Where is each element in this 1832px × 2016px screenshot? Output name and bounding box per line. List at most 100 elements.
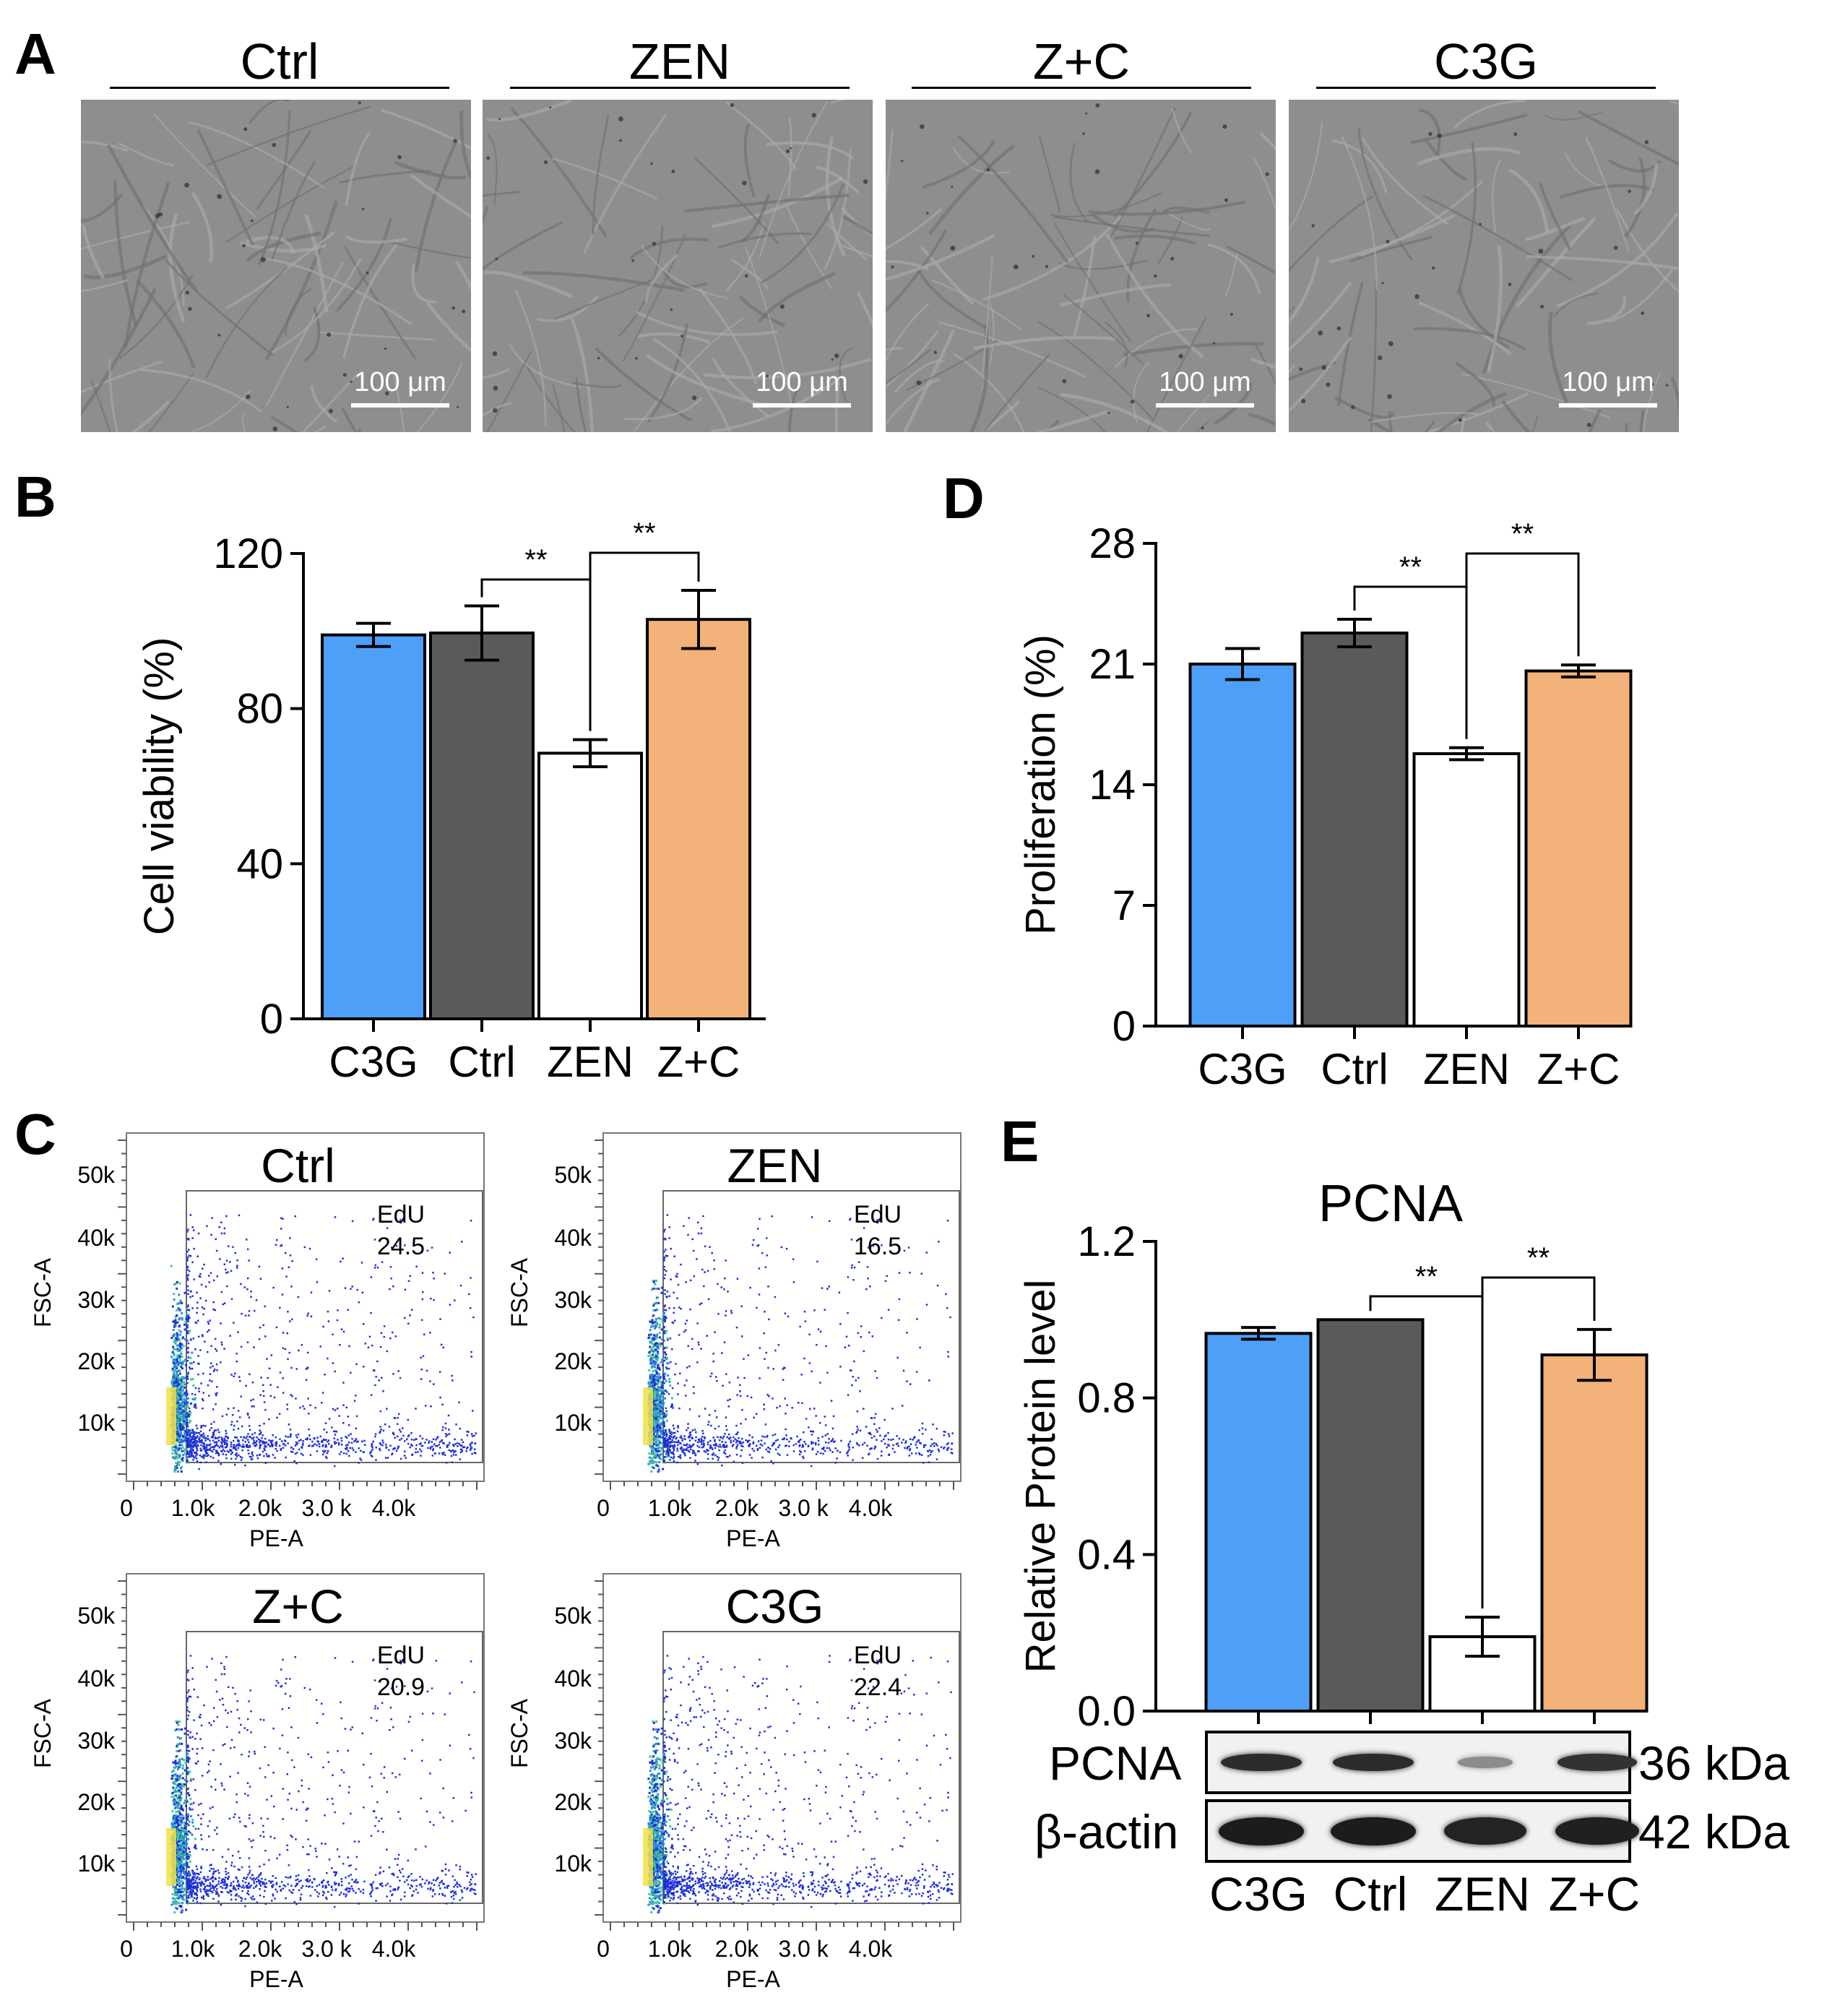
scatter-point	[931, 1443, 933, 1445]
scatter-point	[409, 1275, 412, 1278]
scatter-point	[867, 1278, 869, 1280]
scatter-point	[714, 1447, 717, 1449]
scatter-point	[717, 1436, 719, 1439]
scatter-point	[202, 1454, 204, 1457]
scatter-point	[839, 1322, 842, 1325]
scatter-point	[264, 1335, 267, 1337]
scatter-point	[656, 1383, 659, 1386]
debris-dot	[742, 181, 747, 186]
debris-dot	[1230, 312, 1234, 316]
scatter-point	[256, 1440, 258, 1442]
scatter-point	[311, 1440, 314, 1443]
cell-fiber	[1037, 387, 1107, 432]
gate-rectangle	[186, 1190, 483, 1463]
scatter-point	[421, 1298, 424, 1301]
scatter-point	[183, 1323, 186, 1326]
scatter-point	[449, 1442, 451, 1444]
scatter-point	[334, 1409, 337, 1411]
scatter-point	[199, 1275, 202, 1278]
scatter-point	[798, 1439, 800, 1442]
scatter-point	[649, 1462, 652, 1465]
scatter-point	[660, 1421, 663, 1424]
scatter-point	[181, 1809, 184, 1812]
x-tick-label: 3.0 k	[301, 1936, 352, 1962]
scatter-point	[943, 1431, 945, 1433]
scatter-point	[247, 1446, 249, 1449]
scatter-point	[259, 1278, 262, 1280]
scatter-point	[792, 1281, 795, 1283]
scatter-point	[178, 1775, 181, 1778]
scatter-point	[756, 1447, 759, 1450]
scatter-point	[665, 1431, 667, 1434]
scatter-point	[774, 1349, 777, 1352]
scatter-point	[280, 1447, 282, 1450]
scatter-point	[667, 1392, 670, 1395]
scatter-point	[200, 1426, 202, 1429]
scatter-point	[819, 1330, 822, 1333]
scatter-point	[296, 1442, 299, 1444]
scatter-point	[218, 1447, 221, 1449]
debris-dot	[1437, 133, 1442, 138]
scatter-point	[216, 1451, 218, 1453]
scatter-point	[354, 1439, 357, 1442]
scatter-point	[648, 1333, 651, 1336]
scatter-point	[475, 1432, 477, 1434]
scatter-point	[430, 1297, 432, 1300]
scatter-point	[853, 1360, 855, 1363]
panel-d-label: D	[943, 466, 985, 530]
scatter-point	[434, 1444, 437, 1447]
scatter-point	[857, 1377, 860, 1379]
scatter-point	[325, 1439, 327, 1441]
scatter-point	[872, 1245, 875, 1247]
scatter-point	[404, 1288, 407, 1291]
scatter-point	[707, 1270, 709, 1272]
cell-fiber	[188, 121, 325, 189]
scatter-point	[748, 1439, 751, 1442]
scatter-point	[191, 1451, 193, 1453]
scatter-point	[251, 1452, 254, 1455]
cell-fiber	[743, 124, 756, 197]
scatter-point	[182, 1345, 185, 1348]
scatter-point	[670, 1452, 673, 1454]
scatter-point	[442, 1426, 444, 1429]
scatter-point	[275, 1441, 278, 1444]
scatter-point	[386, 1227, 389, 1229]
scatter-point	[703, 1443, 705, 1446]
scatter-point	[866, 1444, 868, 1447]
debris-dot	[1082, 132, 1085, 135]
scatter-point	[701, 1436, 704, 1438]
scatter-point	[263, 1455, 265, 1457]
scatter-point	[722, 1384, 724, 1387]
scatter-point	[657, 1367, 660, 1370]
cell-fiber	[886, 229, 948, 313]
scatter-point	[202, 1313, 204, 1316]
scatter-point	[173, 1333, 176, 1336]
scatter-point	[653, 1321, 656, 1324]
group-title: ZEN	[629, 33, 730, 90]
y-tick-label: 120	[213, 530, 283, 577]
scatter-point	[947, 1447, 950, 1449]
scatter-point	[284, 1348, 287, 1351]
scatter-point	[716, 1455, 719, 1458]
debris-dot	[498, 118, 501, 121]
scatter-point	[282, 1392, 285, 1394]
scatter-point	[649, 1340, 652, 1343]
debris-dot	[650, 162, 653, 165]
scatter-point	[655, 1388, 658, 1391]
scatter-point	[859, 1390, 861, 1392]
scatter-point	[921, 1422, 924, 1425]
scatter-point	[712, 1444, 715, 1446]
scatter-point	[230, 1457, 233, 1460]
scatter-point	[186, 1332, 189, 1335]
scatter-point	[863, 1408, 865, 1410]
scatter-point	[647, 1383, 650, 1386]
scatter-point	[803, 1310, 806, 1313]
scatter-point	[179, 1398, 182, 1401]
y-tick-label: 0	[260, 996, 283, 1043]
scatter-point	[466, 1431, 468, 1433]
scatter-point	[670, 1361, 672, 1364]
cell-fiber	[886, 207, 943, 251]
scatter-point	[402, 1218, 404, 1220]
scatter-point	[662, 1418, 665, 1421]
scatter-point	[202, 1432, 205, 1435]
